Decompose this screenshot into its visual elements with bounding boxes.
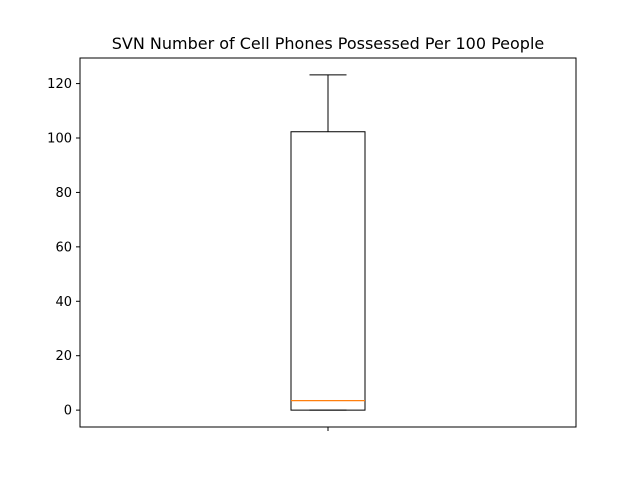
y-axis: 0 20 40 60 80 100 120 <box>47 77 80 419</box>
y-tick-label: 0 <box>64 404 72 419</box>
y-tick-label: 80 <box>55 186 72 201</box>
chart-title: SVN Number of Cell Phones Possessed Per … <box>112 34 545 53</box>
y-tick-label: 120 <box>47 77 72 92</box>
box-plot-marks <box>290 74 366 411</box>
y-tick-label: 40 <box>55 295 72 310</box>
y-tick-label: 100 <box>47 132 72 147</box>
interquartile-box <box>290 131 366 411</box>
y-tick-label: 60 <box>55 240 72 255</box>
y-tick-label: 20 <box>55 349 72 364</box>
